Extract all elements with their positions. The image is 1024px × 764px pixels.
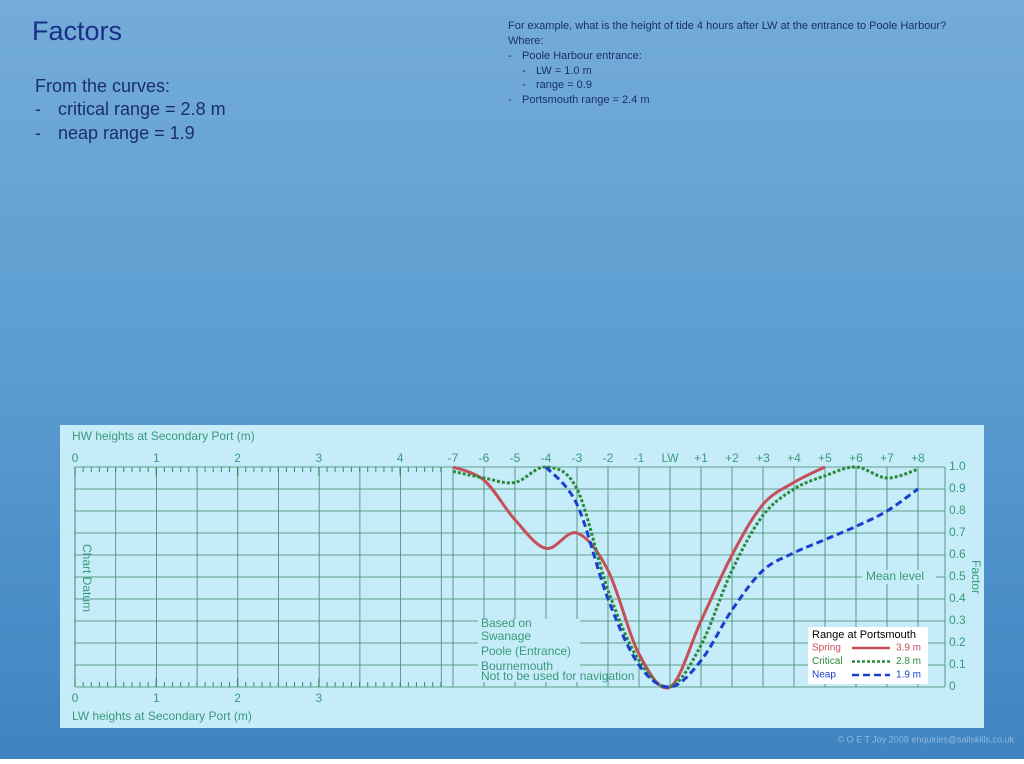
x-tick-label: -7 (448, 451, 459, 465)
hw-tick-label: 3 (316, 451, 323, 465)
port-label: Poole (Entrance) (481, 644, 571, 658)
legend-label: Spring (812, 643, 841, 654)
example: LW = 1.0 m (536, 65, 592, 77)
title: Factors (32, 16, 122, 46)
bullet-dash: - (508, 94, 512, 106)
x-tick-label: -4 (541, 451, 552, 465)
x-tick-label: -1 (634, 451, 645, 465)
y-tick-label: 0.8 (949, 503, 966, 517)
x-tick-label: +6 (849, 451, 863, 465)
x-tick-label: LW (661, 451, 679, 465)
port-label: Based on (481, 616, 532, 630)
mean-level-label: Mean level (866, 569, 924, 583)
example: For example, what is the height of tide … (508, 20, 946, 32)
example: Where: (508, 35, 543, 47)
hw-axis-title: HW heights at Secondary Port (m) (72, 429, 255, 443)
y-axis-left-label: Chart Datum (80, 544, 94, 612)
y-axis-label: Factor (969, 560, 983, 594)
hw-tick-label: 2 (234, 451, 241, 465)
lw-tick-label: 1 (153, 691, 160, 705)
bullet-dash: - (522, 79, 526, 91)
lw-tick-label: 2 (234, 691, 241, 705)
bullet-dash: - (35, 123, 41, 143)
chart: 0 0.1 0.2 0.3 0.4 0.5 0.6 0.7 0.8 0.9 1.0 -7 -6 -5 -4 -… (72, 429, 983, 723)
y-tick-label: 0.3 (949, 613, 966, 627)
y-tick-label: 0.4 (949, 591, 966, 605)
bullet-dash: - (522, 65, 526, 77)
legend-range: 3.9 m (896, 643, 921, 654)
lw-axis-title: LW heights at Secondary Port (m) (72, 709, 252, 723)
x-tick-label: +2 (725, 451, 739, 465)
x-tick-label: +8 (911, 451, 925, 465)
note: neap range = 1.9 (58, 123, 195, 143)
legend-label: Neap (812, 670, 836, 681)
y-tick-label: 0.7 (949, 525, 966, 539)
series-line (544, 465, 919, 689)
y-tick-label: 0.2 (949, 635, 966, 649)
x-tick-label: +4 (787, 451, 801, 465)
example: range = 0.9 (536, 79, 592, 91)
x-tick-label: +3 (756, 451, 770, 465)
y-tick-label: 0.6 (949, 547, 966, 561)
lw-tick-label: 0 (72, 691, 79, 705)
x-tick-label: -2 (603, 451, 614, 465)
x-tick-label: -3 (572, 451, 583, 465)
y-tick-label: 0 (949, 679, 956, 693)
example: Poole Harbour entrance: (522, 50, 642, 62)
hw-tick-label: 0 (72, 451, 79, 465)
legend-range: 2.8 m (896, 656, 921, 667)
example: Portsmouth range = 2.4 m (522, 94, 649, 106)
copyright: © O E T Joy 2008 enquiries@sailskills.co… (837, 734, 1014, 744)
mean-level-bg (862, 570, 936, 584)
port-label: Bournemouth (481, 659, 553, 673)
hw-tick-label: 4 (397, 451, 404, 465)
hw-tick-label: 1 (153, 451, 160, 465)
x-tick-label: +5 (818, 451, 832, 465)
legend-label: Critical (812, 656, 843, 667)
x-tick-label: +7 (880, 451, 894, 465)
note: From the curves: (35, 76, 170, 96)
y-tick-label: 1.0 (949, 459, 966, 473)
bullet-dash: - (35, 99, 41, 119)
x-tick-label: -5 (510, 451, 521, 465)
x-tick-label: +1 (694, 451, 708, 465)
series-line (452, 465, 919, 689)
y-tick-label: 0.9 (949, 481, 966, 495)
note: critical range = 2.8 m (58, 99, 226, 119)
y-tick-label: 0.5 (949, 569, 966, 583)
x-tick-label: -6 (479, 451, 490, 465)
lw-tick-label: 3 (316, 691, 323, 705)
legend-range: 1.9 m (896, 670, 921, 681)
y-tick-label: 0.1 (949, 657, 966, 671)
port-label: Not to be used for navigation (481, 669, 634, 683)
bullet-dash: - (508, 50, 512, 62)
ports-bg (478, 619, 580, 682)
legend-title: Range at Portsmouth (812, 629, 916, 641)
series-line (452, 465, 826, 690)
port-label: Swanage (481, 629, 531, 643)
